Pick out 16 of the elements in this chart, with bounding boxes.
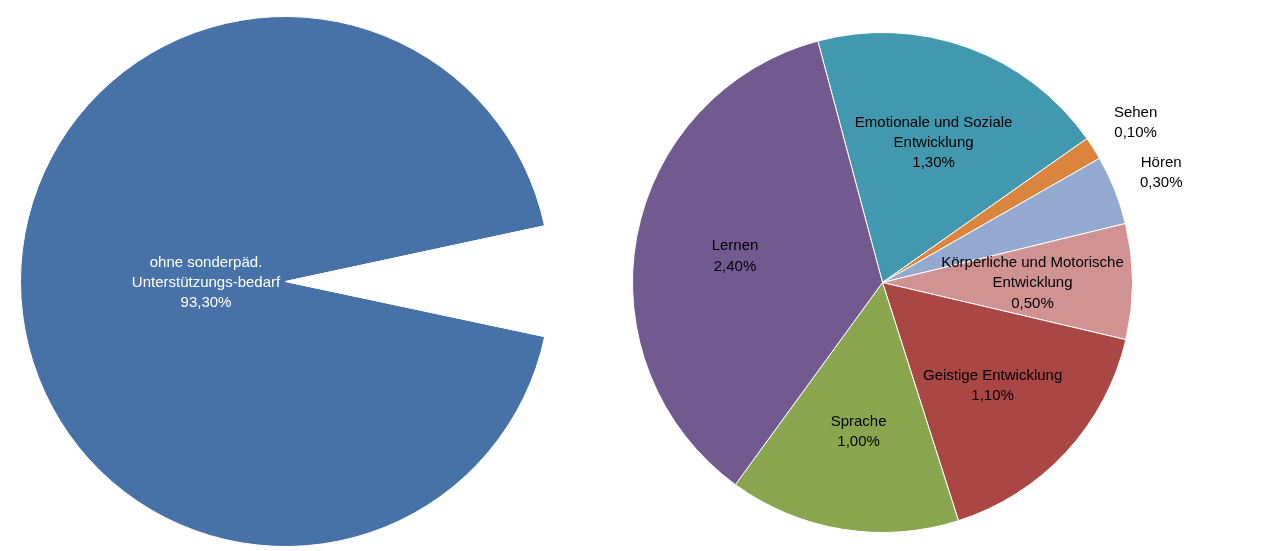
data-label: 0,10% [1114,123,1157,141]
slice-label: Sprache [830,411,887,429]
data-label: 2,40% [713,256,757,274]
data-label: 1,10% [971,386,1014,404]
slice-label: ohne sonderpäd. Unterstützungs-bedarf [131,252,282,291]
slice-label: Sehen [1113,102,1158,120]
slice-label: Geistige Entwicklung [923,365,1063,383]
slice-label: Lernen [711,236,759,254]
data-label: 0,30% [1139,173,1183,191]
slice-label: Hören [1140,152,1182,170]
data-label: 1,30% [912,153,955,171]
data-label: 0,50% [1011,293,1054,311]
data-label: 1,00% [837,432,880,450]
slice-label: Körperliche und Motorische Entwicklung [941,253,1124,291]
data-label: 93,30% [180,293,232,311]
slice-label: Emotionale und Soziale Entwicklung [854,112,1013,150]
